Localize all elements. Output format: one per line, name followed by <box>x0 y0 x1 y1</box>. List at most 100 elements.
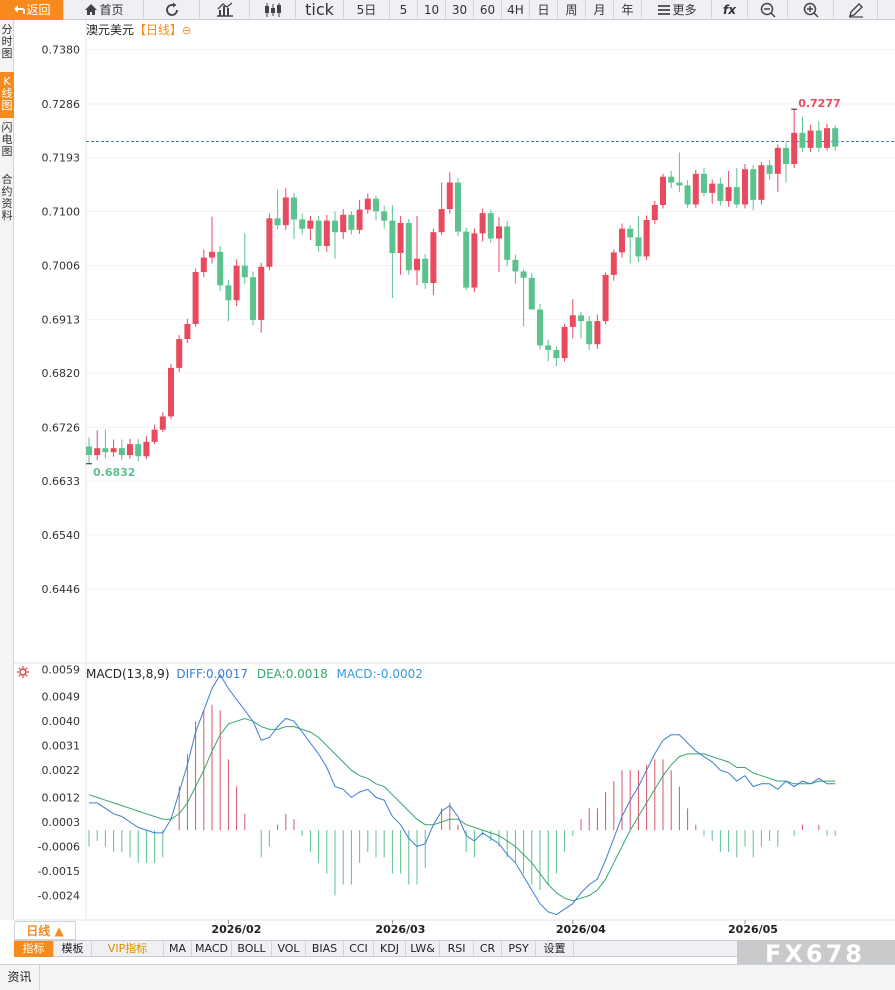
info-tab[interactable]: 资讯 <box>0 965 40 990</box>
period-day-button[interactable]: 日 <box>530 0 558 20</box>
collapse-icon[interactable]: ⊖ <box>182 24 192 37</box>
macd-tick-label: -0.0024 <box>38 889 80 902</box>
candle <box>168 367 174 417</box>
zoom-out-icon <box>758 0 778 26</box>
candle <box>569 315 576 327</box>
macd-tick-label: -0.0006 <box>38 840 80 853</box>
period-panel-tab[interactable]: 日线 ▲ <box>14 921 76 940</box>
date-tick-label: 2026/03 <box>375 923 425 936</box>
candle <box>668 176 675 183</box>
candle <box>553 349 560 359</box>
candle <box>373 198 379 212</box>
candle <box>209 251 215 258</box>
indicator-tab-kdj[interactable]: KDJ <box>374 941 406 957</box>
candle <box>118 448 125 456</box>
home-button[interactable]: 首页 <box>64 0 144 20</box>
indicator-tab-psy[interactable]: PSY <box>502 941 536 957</box>
side-tab-contract-info[interactable]: 合约资料 <box>1 173 13 222</box>
candle <box>504 226 511 260</box>
zoom-out-button[interactable] <box>748 0 788 20</box>
indicator-tab-template[interactable]: 模板 <box>54 941 92 957</box>
candle <box>520 271 527 278</box>
macd-diff-label: DIFF:0.0017 <box>176 667 249 681</box>
candle <box>528 277 535 310</box>
candle <box>561 326 568 359</box>
candle <box>487 213 494 239</box>
indicator-tab-boll[interactable]: BOLL <box>232 941 272 957</box>
price-tick-label: 0.6820 <box>42 367 81 380</box>
draw-button[interactable] <box>834 0 878 20</box>
formula-button[interactable]: fx <box>712 0 748 20</box>
chart-labels: 0.7277 0.6832 <box>86 97 841 479</box>
candle <box>151 429 158 442</box>
price-tick-label: 0.7193 <box>42 152 81 165</box>
indicator-tab-ma[interactable]: MA <box>164 941 192 957</box>
candle <box>159 416 166 430</box>
indicator-chart-button[interactable] <box>200 0 250 20</box>
more-button[interactable]: 更多 <box>642 0 712 20</box>
side-tab-timeshare[interactable]: 分时图 <box>1 23 13 60</box>
candle <box>348 214 355 230</box>
indicator-tab-indicators[interactable]: 指标 <box>14 941 54 957</box>
candle <box>217 251 224 286</box>
indicator-tab-macd[interactable]: MACD <box>192 941 232 957</box>
candle <box>619 228 625 253</box>
side-tabs: 分时图 K线图 闪电图 合约资料 <box>0 20 14 920</box>
date-tick-label: 2026/05 <box>728 923 778 936</box>
macd-params-label: MACD(13,8,9) <box>86 667 170 681</box>
period-30-button[interactable]: 30 <box>446 0 474 20</box>
indicator-tab-cci[interactable]: CCI <box>344 941 374 957</box>
macd-tick-label: 0.0049 <box>42 691 81 704</box>
period-5day-button[interactable]: 5日 <box>344 0 390 20</box>
indicator-tab-vip[interactable]: VIP指标 <box>92 941 164 957</box>
tick-button[interactable]: tick <box>296 0 344 20</box>
candle <box>832 128 839 147</box>
zoom-in-button[interactable] <box>788 0 834 20</box>
period-month-button[interactable]: 月 <box>586 0 614 20</box>
pencil-icon <box>846 0 866 26</box>
price-tick-label: 0.6726 <box>42 421 81 434</box>
indicator-tab-cr[interactable]: CR <box>474 941 502 957</box>
indicator-tab-vol[interactable]: VOL <box>272 941 306 957</box>
candle <box>200 257 207 273</box>
menu-icon <box>656 0 672 26</box>
period-year-button[interactable]: 年 <box>614 0 642 20</box>
candle <box>397 222 404 253</box>
candlestick-chart <box>86 109 895 464</box>
indicator-tab-rsi[interactable]: RSI <box>440 941 474 957</box>
candle <box>405 222 412 271</box>
candlestick-button[interactable] <box>250 0 296 20</box>
indicator-tab-bias[interactable]: BIAS <box>306 941 344 957</box>
back-button[interactable]: 返回 <box>0 0 64 20</box>
indicator-tab-settings[interactable]: 设置 <box>536 941 574 957</box>
period-4h-button[interactable]: 4H <box>502 0 530 20</box>
candle <box>791 132 798 165</box>
settings-gear-icon[interactable] <box>16 664 30 680</box>
candle <box>192 272 199 324</box>
refresh-button[interactable] <box>144 0 200 20</box>
candle <box>414 258 420 271</box>
side-tab-kline[interactable]: K线图 <box>0 72 14 118</box>
period-5-button[interactable]: 5 <box>390 0 418 20</box>
indicator-tab-lw[interactable]: LW& <box>406 941 440 957</box>
watermark-logo: FX678 <box>765 940 865 968</box>
candle <box>184 324 191 340</box>
candle <box>651 205 658 221</box>
candle <box>446 182 453 210</box>
candle <box>799 132 806 148</box>
refresh-icon <box>162 0 182 26</box>
candle <box>258 266 265 320</box>
side-tab-lightning[interactable]: 闪电图 <box>1 121 13 158</box>
candle <box>602 274 609 322</box>
candle <box>250 277 256 320</box>
period-10-button[interactable]: 10 <box>418 0 446 20</box>
candle <box>323 220 330 247</box>
macd-tick-label: 0.0012 <box>42 791 81 804</box>
candle <box>701 173 707 193</box>
candle <box>660 176 666 206</box>
candle <box>315 220 322 247</box>
candle <box>381 211 388 221</box>
period-week-button[interactable]: 周 <box>558 0 586 20</box>
candle <box>356 209 363 230</box>
period-60-button[interactable]: 60 <box>474 0 502 20</box>
